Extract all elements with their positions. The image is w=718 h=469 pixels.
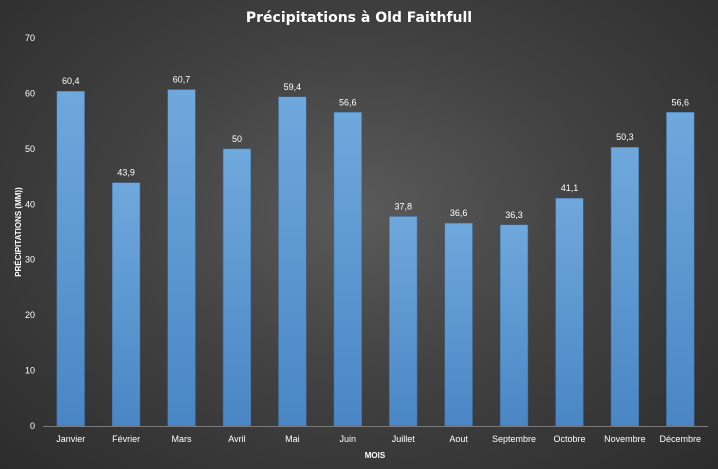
x-tick-label: Janvier [56,434,85,444]
bar [610,146,639,427]
x-tick-label: Juin [340,434,357,444]
x-axis-label: MOIS [365,451,386,460]
x-tick-label: Novembre [604,434,646,444]
data-label: 60,4 [62,76,80,86]
y-tick-label: 10 [25,366,35,376]
y-tick-label: 70 [25,33,35,43]
chart-title: Précipitations à Old Faithfull [246,10,472,26]
bar [444,222,473,427]
y-tick-label: 50 [25,144,35,154]
x-tick-label: Février [112,434,140,444]
y-axis-label: PRÉCIPITATIONS (MM)) [14,187,23,277]
x-tick-label: Juillet [392,434,416,444]
y-tick-label: 0 [30,421,35,431]
data-label: 60,7 [173,75,191,85]
x-tick-label: Avril [228,434,245,444]
data-label: 37,8 [394,201,412,211]
y-tick-label: 20 [25,310,35,320]
data-label: 50 [232,134,242,144]
bar [222,148,252,427]
bar [333,112,362,427]
bar [555,197,584,427]
bar [56,90,85,427]
data-label: 56,6 [672,97,690,107]
y-tick-label: 30 [25,255,35,265]
x-tick-label: Aout [449,434,468,444]
bar [666,112,695,427]
x-tick-label: Octobre [553,434,585,444]
x-tick-label: Septembre [492,434,536,444]
data-label: 56,6 [339,97,357,107]
x-tick-label: Mars [172,434,192,444]
x-tick-label: Décembre [660,434,702,444]
data-label: 41,1 [561,183,579,193]
bar [167,89,196,427]
x-axis-ticks: Janvier Février Mars Avril Mai Juin Juillet Aou… [56,434,701,444]
data-label: 50,3 [616,132,634,142]
bar [389,216,418,427]
data-label: 36,3 [505,210,523,220]
x-tick-label: Mai [285,434,300,444]
y-axis-ticks: 0 10 20 30 40 50 60 70 [25,33,35,431]
bars: 60,4 43,9 60,7 50 59,4 56,6 37,8 36,6 36,3 41,1 50… [56,75,695,427]
y-tick-label: 60 [25,88,35,98]
y-tick-label: 40 [25,199,35,209]
bar [112,182,141,427]
data-label: 43,9 [117,168,135,178]
bar [278,96,307,427]
data-label: 36,6 [450,208,468,218]
bar [499,224,529,427]
data-label: 59,4 [284,82,302,92]
